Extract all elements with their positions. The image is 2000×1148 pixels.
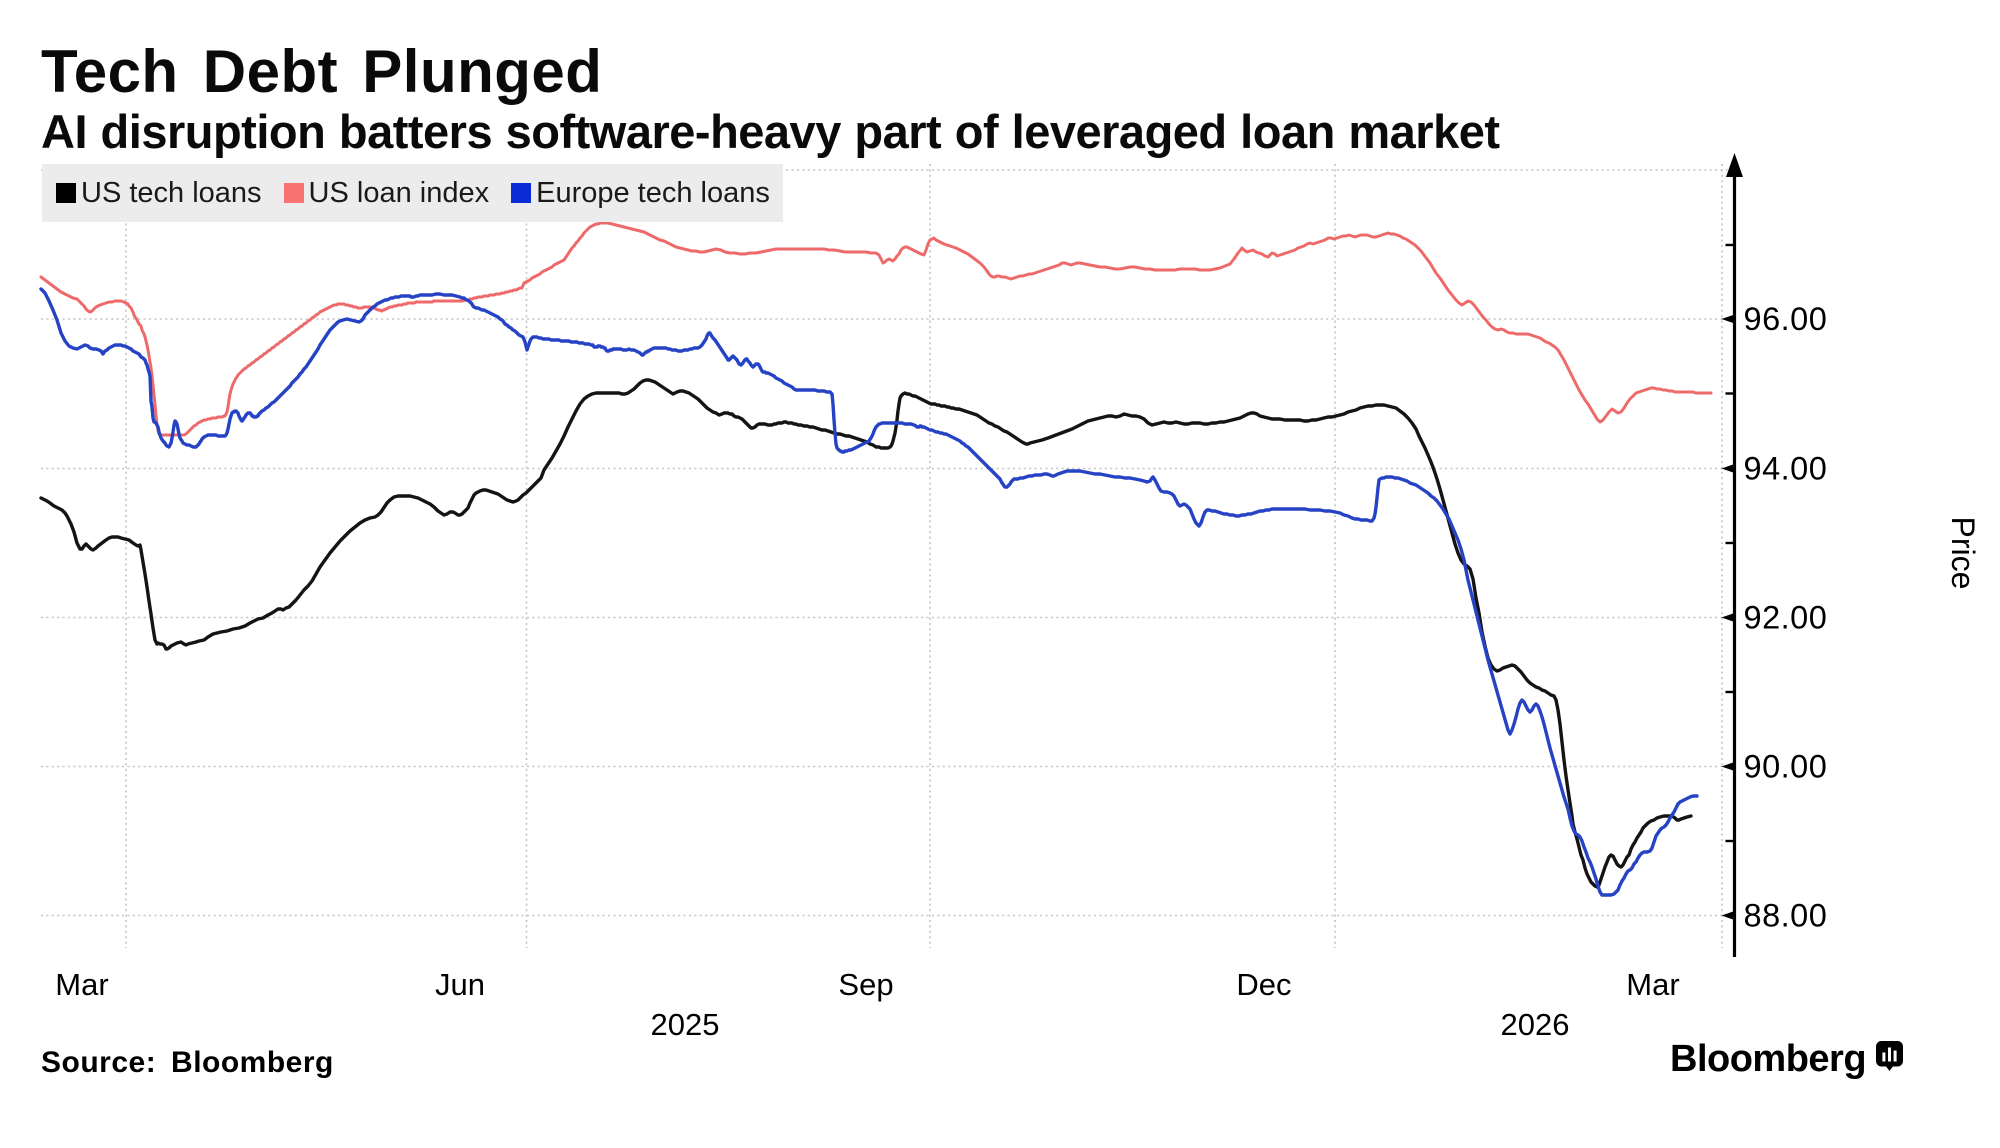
svg-text:2026: 2026 xyxy=(1501,1007,1570,1042)
svg-text:Price: Price xyxy=(1945,517,1981,590)
svg-text:Sep: Sep xyxy=(838,967,893,1002)
svg-text:Mar: Mar xyxy=(1626,967,1679,1002)
svg-text:96.00: 96.00 xyxy=(1744,301,1828,337)
svg-text:88.00: 88.00 xyxy=(1744,898,1828,934)
svg-text:Dec: Dec xyxy=(1236,967,1291,1002)
svg-text:92.00: 92.00 xyxy=(1744,600,1828,636)
svg-text:Jun: Jun xyxy=(435,967,485,1002)
svg-text:94.00: 94.00 xyxy=(1744,451,1828,487)
svg-text:Mar: Mar xyxy=(55,967,108,1002)
svg-text:90.00: 90.00 xyxy=(1744,749,1828,785)
svg-text:2025: 2025 xyxy=(651,1007,720,1042)
